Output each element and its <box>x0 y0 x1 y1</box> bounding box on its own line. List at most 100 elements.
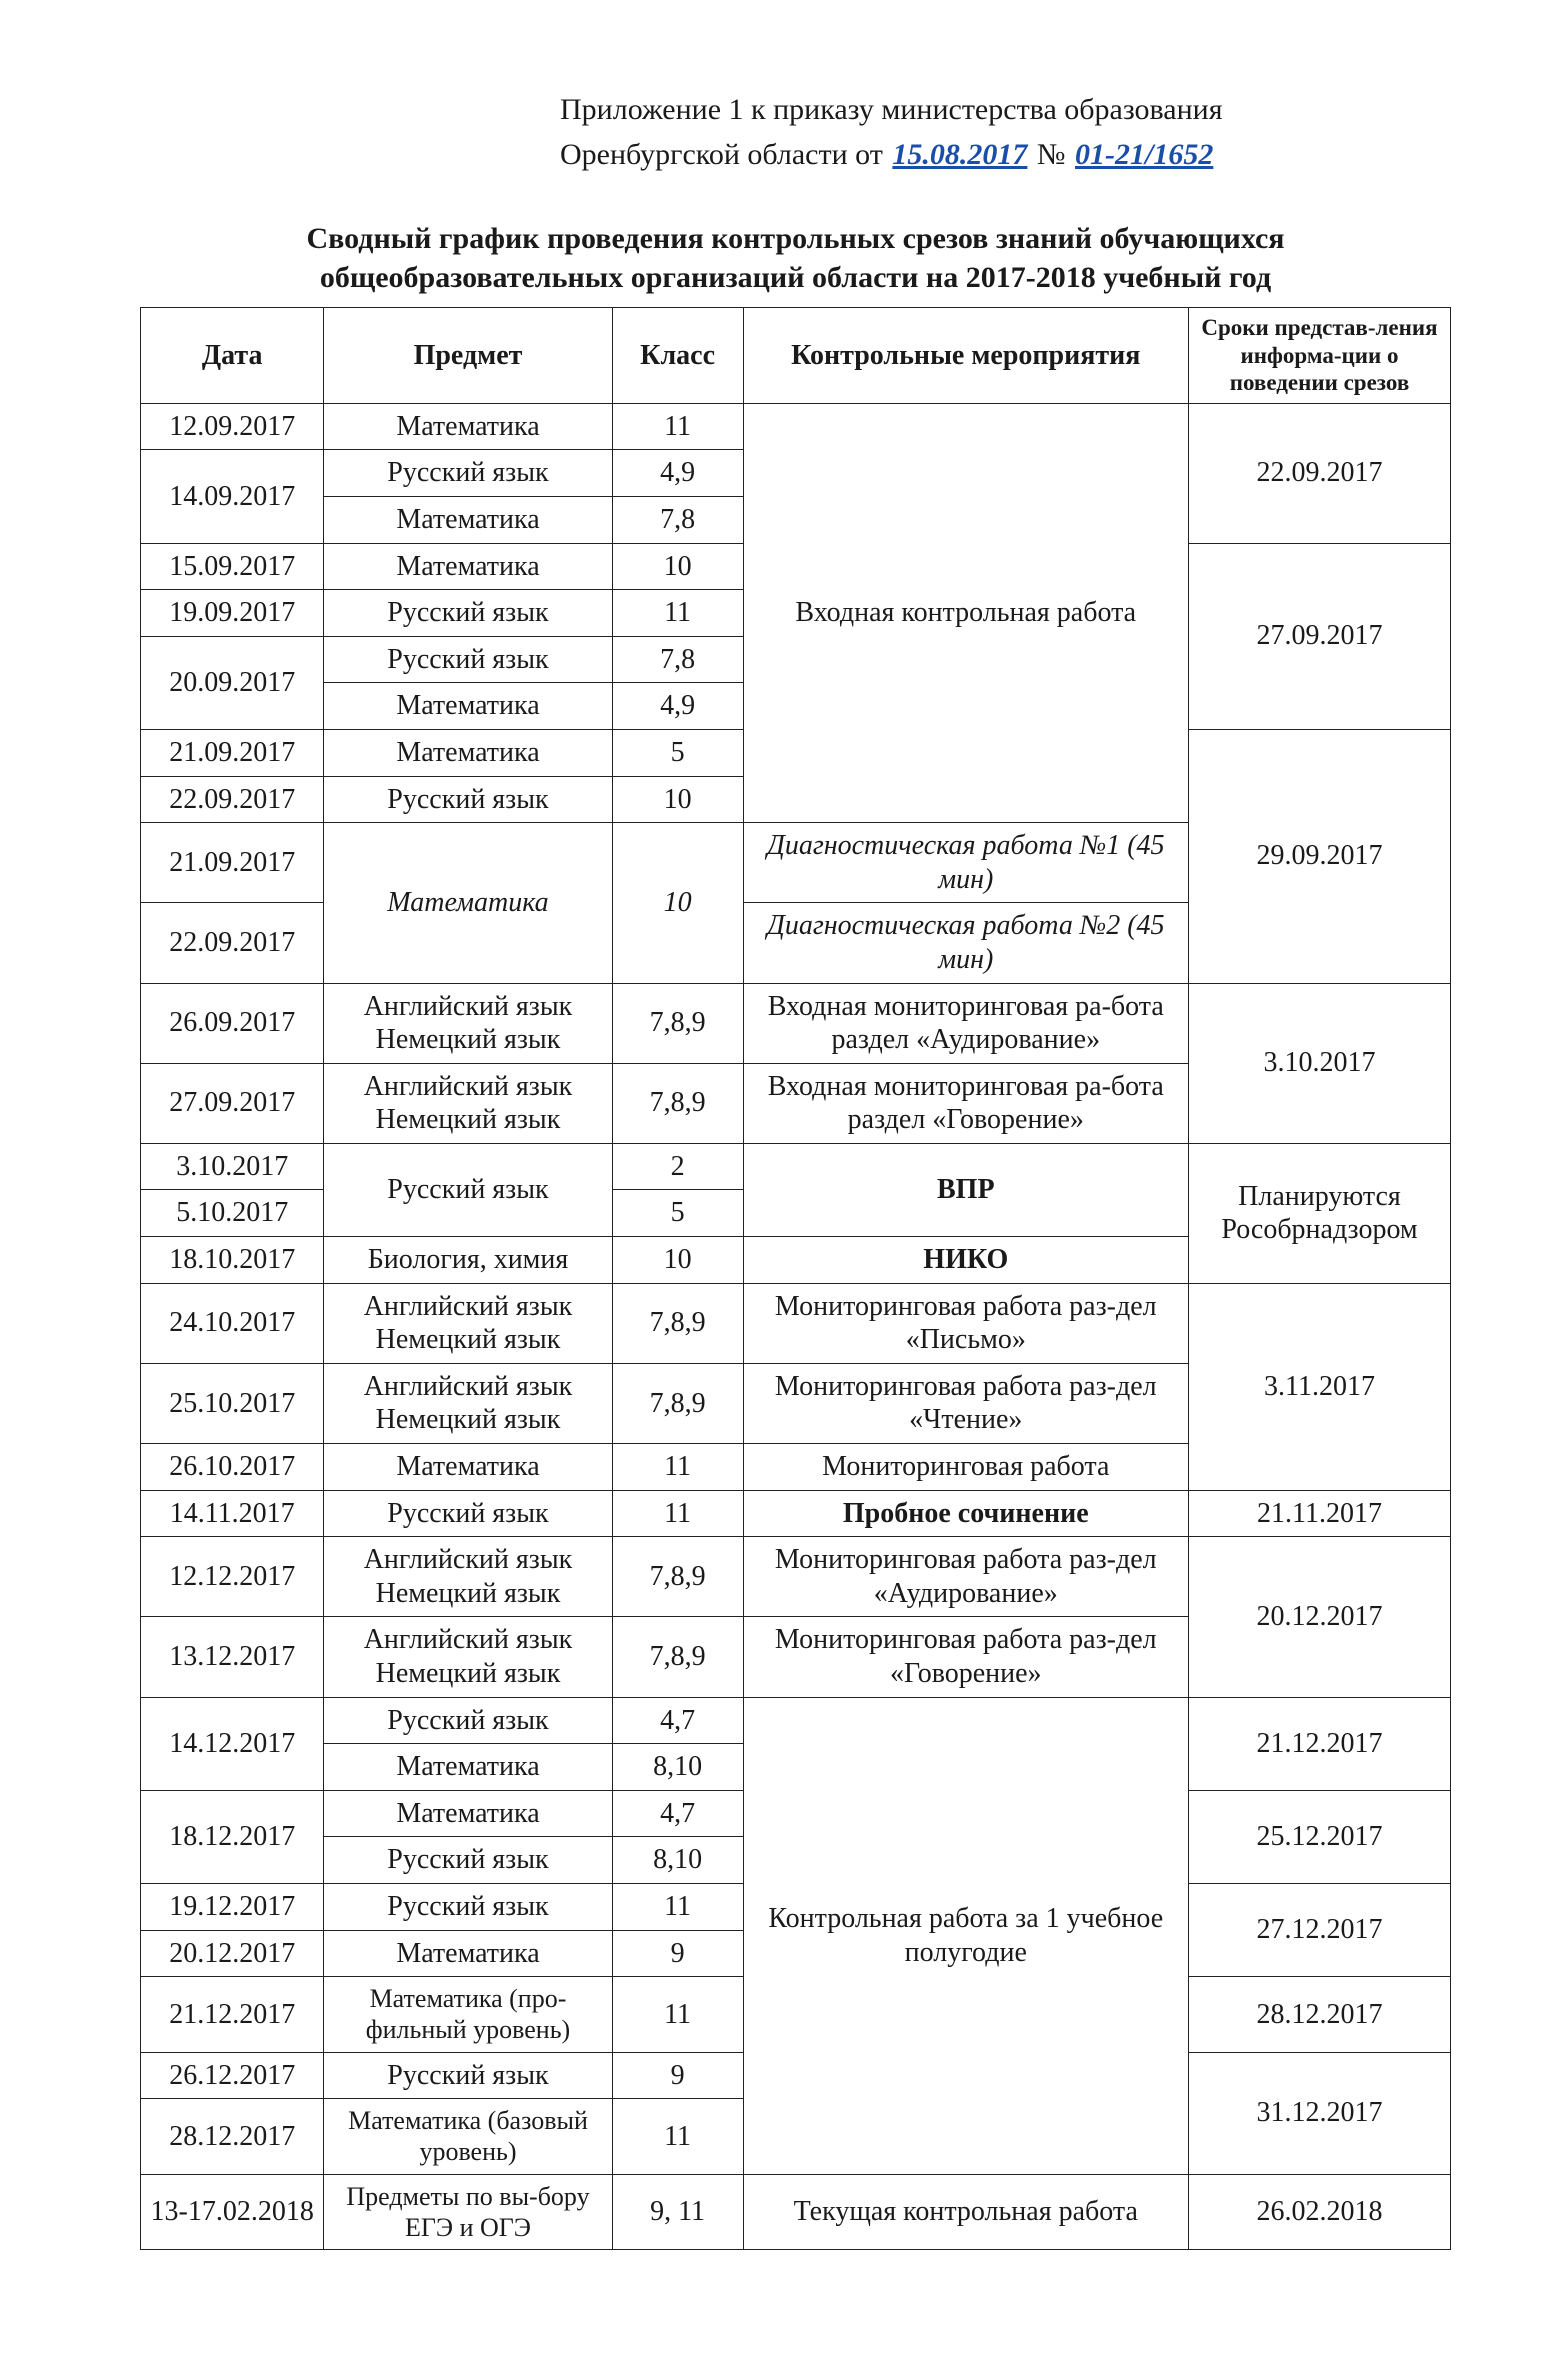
table-row: 24.10.2017 Английский язык Немецкий язык… <box>141 1283 1451 1363</box>
cell-event: Входная мониторинговая ра-бота раздел «Г… <box>743 1063 1188 1143</box>
table-row: 12.09.2017 Математика 11 Входная контрол… <box>141 403 1451 450</box>
cell-event: Мониторинговая работа раз-дел «Аудирован… <box>743 1537 1188 1617</box>
cell-class: 2 <box>612 1143 743 1190</box>
cell-date: 26.09.2017 <box>141 983 324 1063</box>
cell-date: 21.09.2017 <box>141 823 324 903</box>
table-row: 12.12.2017 Английский язык Немецкий язык… <box>141 1537 1451 1617</box>
cell-class: 11 <box>612 1444 743 1491</box>
cell-subject: Математика <box>324 729 612 776</box>
cell-subject: Английский язык Немецкий язык <box>324 1537 612 1617</box>
cell-class: 11 <box>612 2099 743 2174</box>
handwritten-number: 01-21/1652 <box>1073 138 1215 171</box>
cell-date: 22.09.2017 <box>141 776 324 823</box>
cell-subject: Русский язык <box>324 590 612 637</box>
table-row: 13-17.02.2018 Предметы по вы-бору ЕГЭ и … <box>141 2174 1451 2249</box>
cell-event-diag1: Диагностическая работа №1 (45 мин) <box>743 823 1188 903</box>
col-deadline-header: Сроки представ-ления информа-ции о повед… <box>1188 308 1450 404</box>
cell-event-vpr: ВПР <box>743 1143 1188 1236</box>
cell-subject: Русский язык <box>324 1697 612 1744</box>
page: Приложение 1 к приказу министерства обра… <box>0 0 1561 2370</box>
cell-event: Текущая контрольная работа <box>743 2174 1188 2249</box>
cell-subject: Математика <box>324 496 612 543</box>
cell-deadline: 20.12.2017 <box>1188 1537 1450 1697</box>
table-header-row: Дата Предмет Класс Контрольные мероприят… <box>141 308 1451 404</box>
cell-subject: Английский язык Немецкий язык <box>324 1063 612 1143</box>
cell-deadline: 22.09.2017 <box>1188 403 1450 543</box>
col-class-header: Класс <box>612 308 743 404</box>
cell-class: 11 <box>612 403 743 450</box>
cell-date: 19.09.2017 <box>141 590 324 637</box>
cell-class: 7,8 <box>612 636 743 683</box>
cell-subject: Математика <box>324 1930 612 1977</box>
cell-event-diag2: Диагностическая работа №2 (45 мин) <box>743 903 1188 983</box>
cell-subject: Математика <box>324 683 612 730</box>
cell-date: 18.12.2017 <box>141 1790 324 1883</box>
cell-subject: Английский язык Немецкий язык <box>324 1617 612 1697</box>
cell-deadline: 28.12.2017 <box>1188 1977 1450 2052</box>
cell-class: 9, 11 <box>612 2174 743 2249</box>
attachment-header: Приложение 1 к приказу министерства обра… <box>560 90 1451 175</box>
cell-date: 26.12.2017 <box>141 2052 324 2099</box>
cell-event: Мониторинговая работа раз-дел «Письмо» <box>743 1283 1188 1363</box>
cell-date: 3.10.2017 <box>141 1143 324 1190</box>
cell-class: 10 <box>612 823 743 983</box>
title-line2: общеобразовательных организаций области … <box>140 258 1451 297</box>
cell-deadline: 27.09.2017 <box>1188 543 1450 729</box>
cell-date: 12.12.2017 <box>141 1537 324 1617</box>
cell-date: 13-17.02.2018 <box>141 2174 324 2249</box>
cell-deadline: 3.11.2017 <box>1188 1283 1450 1490</box>
cell-subject: Русский язык <box>324 1883 612 1930</box>
cell-subject: Математика (базовый уровень) <box>324 2099 612 2174</box>
cell-date: 5.10.2017 <box>141 1190 324 1237</box>
cell-class: 7,8,9 <box>612 1283 743 1363</box>
table-row: 14.12.2017 Русский язык 4,7 Контрольная … <box>141 1697 1451 1744</box>
cell-date: 21.12.2017 <box>141 1977 324 2052</box>
cell-class: 4,7 <box>612 1790 743 1837</box>
cell-event: Входная мониторинговая ра-бота раздел «А… <box>743 983 1188 1063</box>
cell-deadline: 21.11.2017 <box>1188 1490 1450 1537</box>
cell-class: 11 <box>612 590 743 637</box>
cell-event-entry: Входная контрольная работа <box>743 403 1188 822</box>
cell-class: 4,9 <box>612 683 743 730</box>
cell-date: 14.12.2017 <box>141 1697 324 1790</box>
cell-class: 7,8,9 <box>612 983 743 1063</box>
cell-subject: Русский язык <box>324 450 612 497</box>
cell-subject: Английский язык Немецкий язык <box>324 1283 612 1363</box>
cell-class: 5 <box>612 1190 743 1237</box>
cell-subject: Русский язык <box>324 1143 612 1236</box>
cell-subject: Математика <box>324 1744 612 1791</box>
cell-subject: Русский язык <box>324 1490 612 1537</box>
cell-class: 10 <box>612 543 743 590</box>
cell-deadline: 26.02.2018 <box>1188 2174 1450 2249</box>
cell-class: 7,8,9 <box>612 1617 743 1697</box>
cell-class: 9 <box>612 1930 743 1977</box>
cell-date: 14.11.2017 <box>141 1490 324 1537</box>
cell-subject: Предметы по вы-бору ЕГЭ и ОГЭ <box>324 2174 612 2249</box>
cell-date: 20.09.2017 <box>141 636 324 729</box>
cell-date: 12.09.2017 <box>141 403 324 450</box>
cell-event: Мониторинговая работа раз-дел «Чтение» <box>743 1363 1188 1443</box>
cell-class: 7,8,9 <box>612 1063 743 1143</box>
cell-event-half-year: Контрольная работа за 1 учебное полугоди… <box>743 1697 1188 2174</box>
attachment-line1: Приложение 1 к приказу министерства обра… <box>560 90 1451 131</box>
cell-class: 8,10 <box>612 1837 743 1884</box>
cell-class: 10 <box>612 1237 743 1284</box>
table-row: 3.10.2017 Русский язык 2 ВПР Планируются… <box>141 1143 1451 1190</box>
cell-deadline: 27.12.2017 <box>1188 1883 1450 1976</box>
cell-deadline: 21.12.2017 <box>1188 1697 1450 1790</box>
cell-date: 18.10.2017 <box>141 1237 324 1284</box>
cell-date: 14.09.2017 <box>141 450 324 543</box>
cell-class: 11 <box>612 1490 743 1537</box>
cell-subject: Русский язык <box>324 776 612 823</box>
cell-subject: Английский язык Немецкий язык <box>324 983 612 1063</box>
cell-date: 20.12.2017 <box>141 1930 324 1977</box>
cell-subject: Математика (про-фильный уровень) <box>324 1977 612 2052</box>
cell-subject: Математика <box>324 1444 612 1491</box>
cell-class: 8,10 <box>612 1744 743 1791</box>
cell-subject: Математика <box>324 1790 612 1837</box>
cell-subject: Математика <box>324 543 612 590</box>
cell-class: 7,8,9 <box>612 1363 743 1443</box>
cell-subject: Русский язык <box>324 1837 612 1884</box>
cell-deadline: 25.12.2017 <box>1188 1790 1450 1883</box>
cell-class: 10 <box>612 776 743 823</box>
